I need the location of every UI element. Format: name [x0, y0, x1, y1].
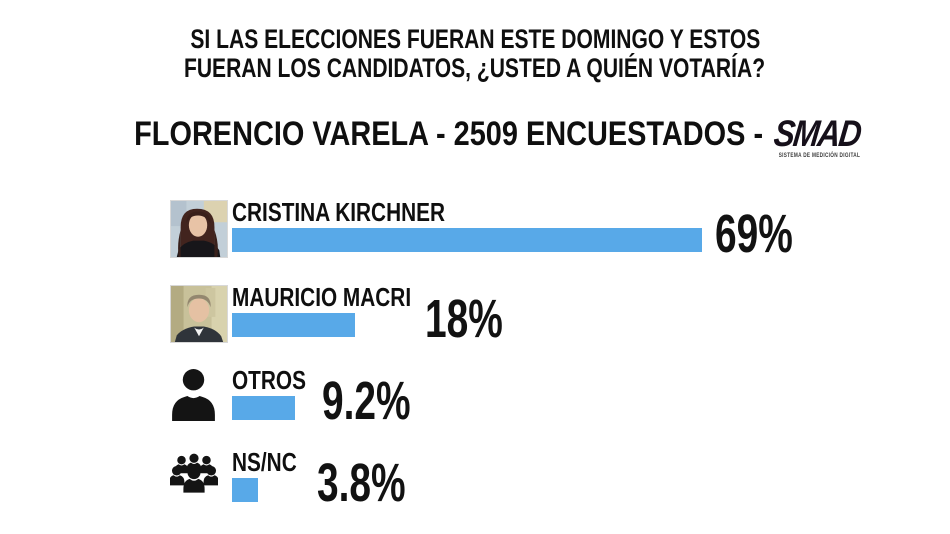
- title-line-1: SI LAS ELECCIONES FUERAN ESTE DOMINGO Y …: [190, 24, 760, 54]
- poll-row-otros: OTROS 9.2%: [170, 365, 445, 428]
- people-group-icon: [170, 450, 228, 503]
- candidate-label: MAURICIO MACRI: [232, 282, 412, 312]
- cristina-kirchner-photo: [170, 200, 228, 258]
- candidate-label: CRISTINA KIRCHNER: [232, 197, 446, 227]
- result-value: 3.8%: [317, 453, 406, 513]
- title-line-2: FUERAN LOS CANDIDATOS, ¿USTED A QUIÉN VO…: [184, 52, 766, 83]
- poll-row-cristina-kirchner: CRISTINA KIRCHNER 69%: [170, 197, 823, 263]
- candidate-label: OTROS: [232, 365, 306, 395]
- result-bar: [232, 228, 702, 252]
- subtitle-row: FLORENCIO VARELA - 2509 ENCUESTADOS - SM…: [0, 113, 950, 159]
- person-silhouette-icon: [170, 368, 228, 421]
- result-bar: [232, 478, 258, 502]
- result-value: 69%: [715, 204, 793, 264]
- smad-logo-tagline: SISTEMA DE MEDICIÓN DIGITAL: [778, 153, 861, 159]
- subtitle-text: FLORENCIO VARELA - 2509 ENCUESTADOS -: [134, 115, 764, 153]
- result-value: 18%: [425, 289, 503, 349]
- page-title: SI LAS ELECCIONES FUERAN ESTE DOMINGO Y …: [0, 25, 950, 82]
- candidate-label: NS/NC: [232, 447, 297, 477]
- result-bar: [232, 396, 295, 420]
- smad-logo: SMAD SISTEMA DE MEDICIÓN DIGITAL: [771, 113, 863, 159]
- result-bar: [232, 313, 355, 337]
- poll-row-nsnc: NS/NC 3.8%: [170, 447, 440, 510]
- mauricio-macri-photo: [170, 285, 228, 343]
- poll-row-mauricio-macri: MAURICIO MACRI 18%: [170, 282, 533, 348]
- smad-logo-text: SMAD: [771, 113, 863, 154]
- result-value: 9.2%: [322, 371, 411, 431]
